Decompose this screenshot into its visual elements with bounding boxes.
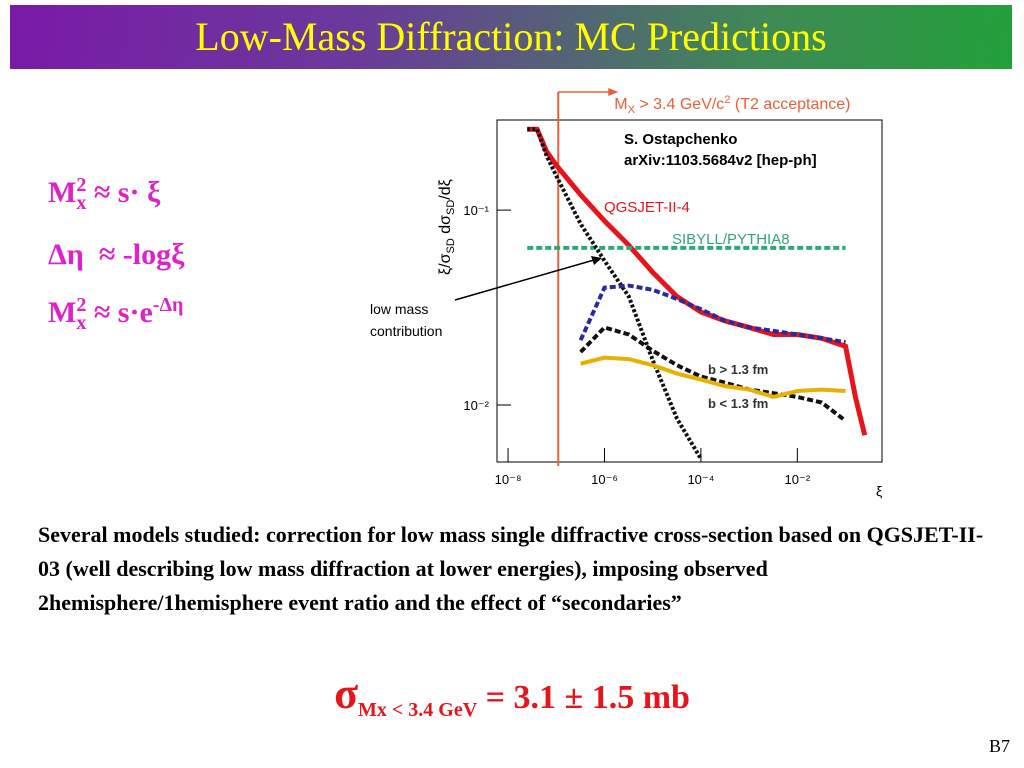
- series-label: SIBYLL/PYTHIA8: [672, 231, 790, 248]
- result: σMx < 3.4 GeV = 3.1 ± 1.5 mb: [0, 668, 1024, 722]
- series-line: [578, 283, 846, 345]
- x-axis-label: ξ: [876, 483, 882, 499]
- page-number: B7: [988, 736, 1010, 756]
- threshold-label-part: (T2 acceptance): [730, 96, 850, 113]
- formula: Mx2 ≈ s·e-Δη: [48, 280, 185, 349]
- threshold-label-part: M: [614, 96, 627, 113]
- formula-sup: -Δη: [152, 294, 184, 316]
- threshold-label-part: X: [628, 104, 636, 116]
- formula-sup: 2: [76, 294, 87, 316]
- formula: Mx2 ≈ s· ξ: [48, 160, 185, 229]
- body-text: Several models studied: correction for l…: [38, 522, 984, 615]
- threshold-label-part: 2: [724, 94, 730, 106]
- chart: 10⁻¹10⁻²10⁻⁸ 10⁻⁶ 10⁻⁴ 10⁻²ξξ/σSD dσSD/dξMX…: [370, 88, 883, 499]
- series-line: [580, 355, 846, 400]
- y-axis-label: ξ/σSD dσSD/dξ: [437, 179, 457, 275]
- annotation-arrowhead: [591, 256, 602, 265]
- annotation: low mass: [370, 301, 428, 317]
- formula-sub: x: [76, 312, 87, 334]
- formula-part: M: [48, 176, 77, 209]
- formula-part: M: [48, 296, 77, 329]
- y-axis-label-part: ξ/σ: [437, 253, 454, 275]
- formula-part: Δη ≈ -logξ: [48, 238, 185, 271]
- series-label: b > 1.3 fm: [708, 362, 768, 377]
- y-tick-label: 10⁻¹: [463, 203, 489, 218]
- threshold-arrowhead: [608, 88, 619, 96]
- series-line: [527, 127, 703, 460]
- y-axis-label-part: SD: [445, 238, 457, 253]
- formula-sup: 2: [76, 174, 87, 196]
- series-label: b < 1.3 fm: [708, 396, 768, 411]
- result-symbol: σ: [334, 669, 358, 718]
- formula: Δη ≈ -logξ: [48, 229, 185, 280]
- result-sub: Mx < 3.4 GeV: [358, 698, 478, 721]
- formulas: Mx2 ≈ s· ξ Δη ≈ -logξ Mx2 ≈ s·e-Δη: [48, 160, 185, 349]
- y-tick-label: 10⁻²: [463, 398, 489, 413]
- slide-title: Low-Mass Diffraction: MC Predictions: [10, 5, 1012, 69]
- plot-frame: [496, 119, 883, 463]
- series-label: QGSJET-II-4: [604, 199, 690, 216]
- annotation-arrow: [454, 259, 595, 301]
- x-tick-label: 10⁻²: [785, 472, 811, 487]
- annotation: contribution: [370, 323, 442, 339]
- x-tick-label: 10⁻⁴: [687, 472, 714, 487]
- x-tick-label: 10⁻⁸: [495, 472, 522, 487]
- series-line: [579, 325, 847, 423]
- annotation: S. Ostapchenko: [624, 131, 737, 148]
- threshold-label: MX > 3.4 GeV/c2 (T2 acceptance): [614, 94, 850, 116]
- formula-part: ≈ s·e: [86, 296, 153, 329]
- formula-sub: x: [76, 192, 87, 214]
- result-value: = 3.1 ± 1.5 mb: [477, 679, 690, 716]
- x-tick-label: 10⁻⁶: [591, 472, 618, 487]
- y-axis-label-part: dσ: [437, 215, 454, 238]
- y-axis-label-part: SD: [445, 200, 457, 215]
- y-axis-label-part: /dξ: [437, 179, 454, 200]
- annotation: arXiv:1103.5684v2 [hep-ph]: [624, 152, 817, 169]
- formula-part: ≈ s· ξ: [86, 176, 161, 209]
- threshold-label-part: > 3.4 GeV/c: [635, 96, 724, 113]
